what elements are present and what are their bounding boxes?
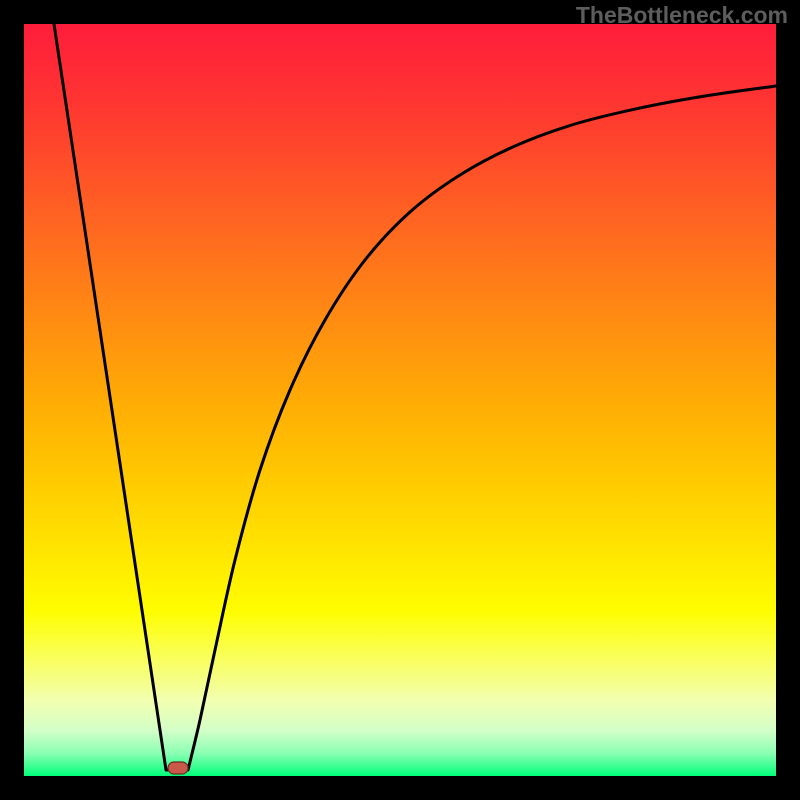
watermark-label: TheBottleneck.com: [576, 2, 788, 28]
watermark-text: TheBottleneck.com: [576, 2, 788, 29]
plot-background: [24, 24, 776, 776]
chart-svg: [0, 0, 800, 800]
bottleneck-chart: TheBottleneck.com: [0, 0, 800, 800]
optimal-marker: [168, 762, 188, 774]
